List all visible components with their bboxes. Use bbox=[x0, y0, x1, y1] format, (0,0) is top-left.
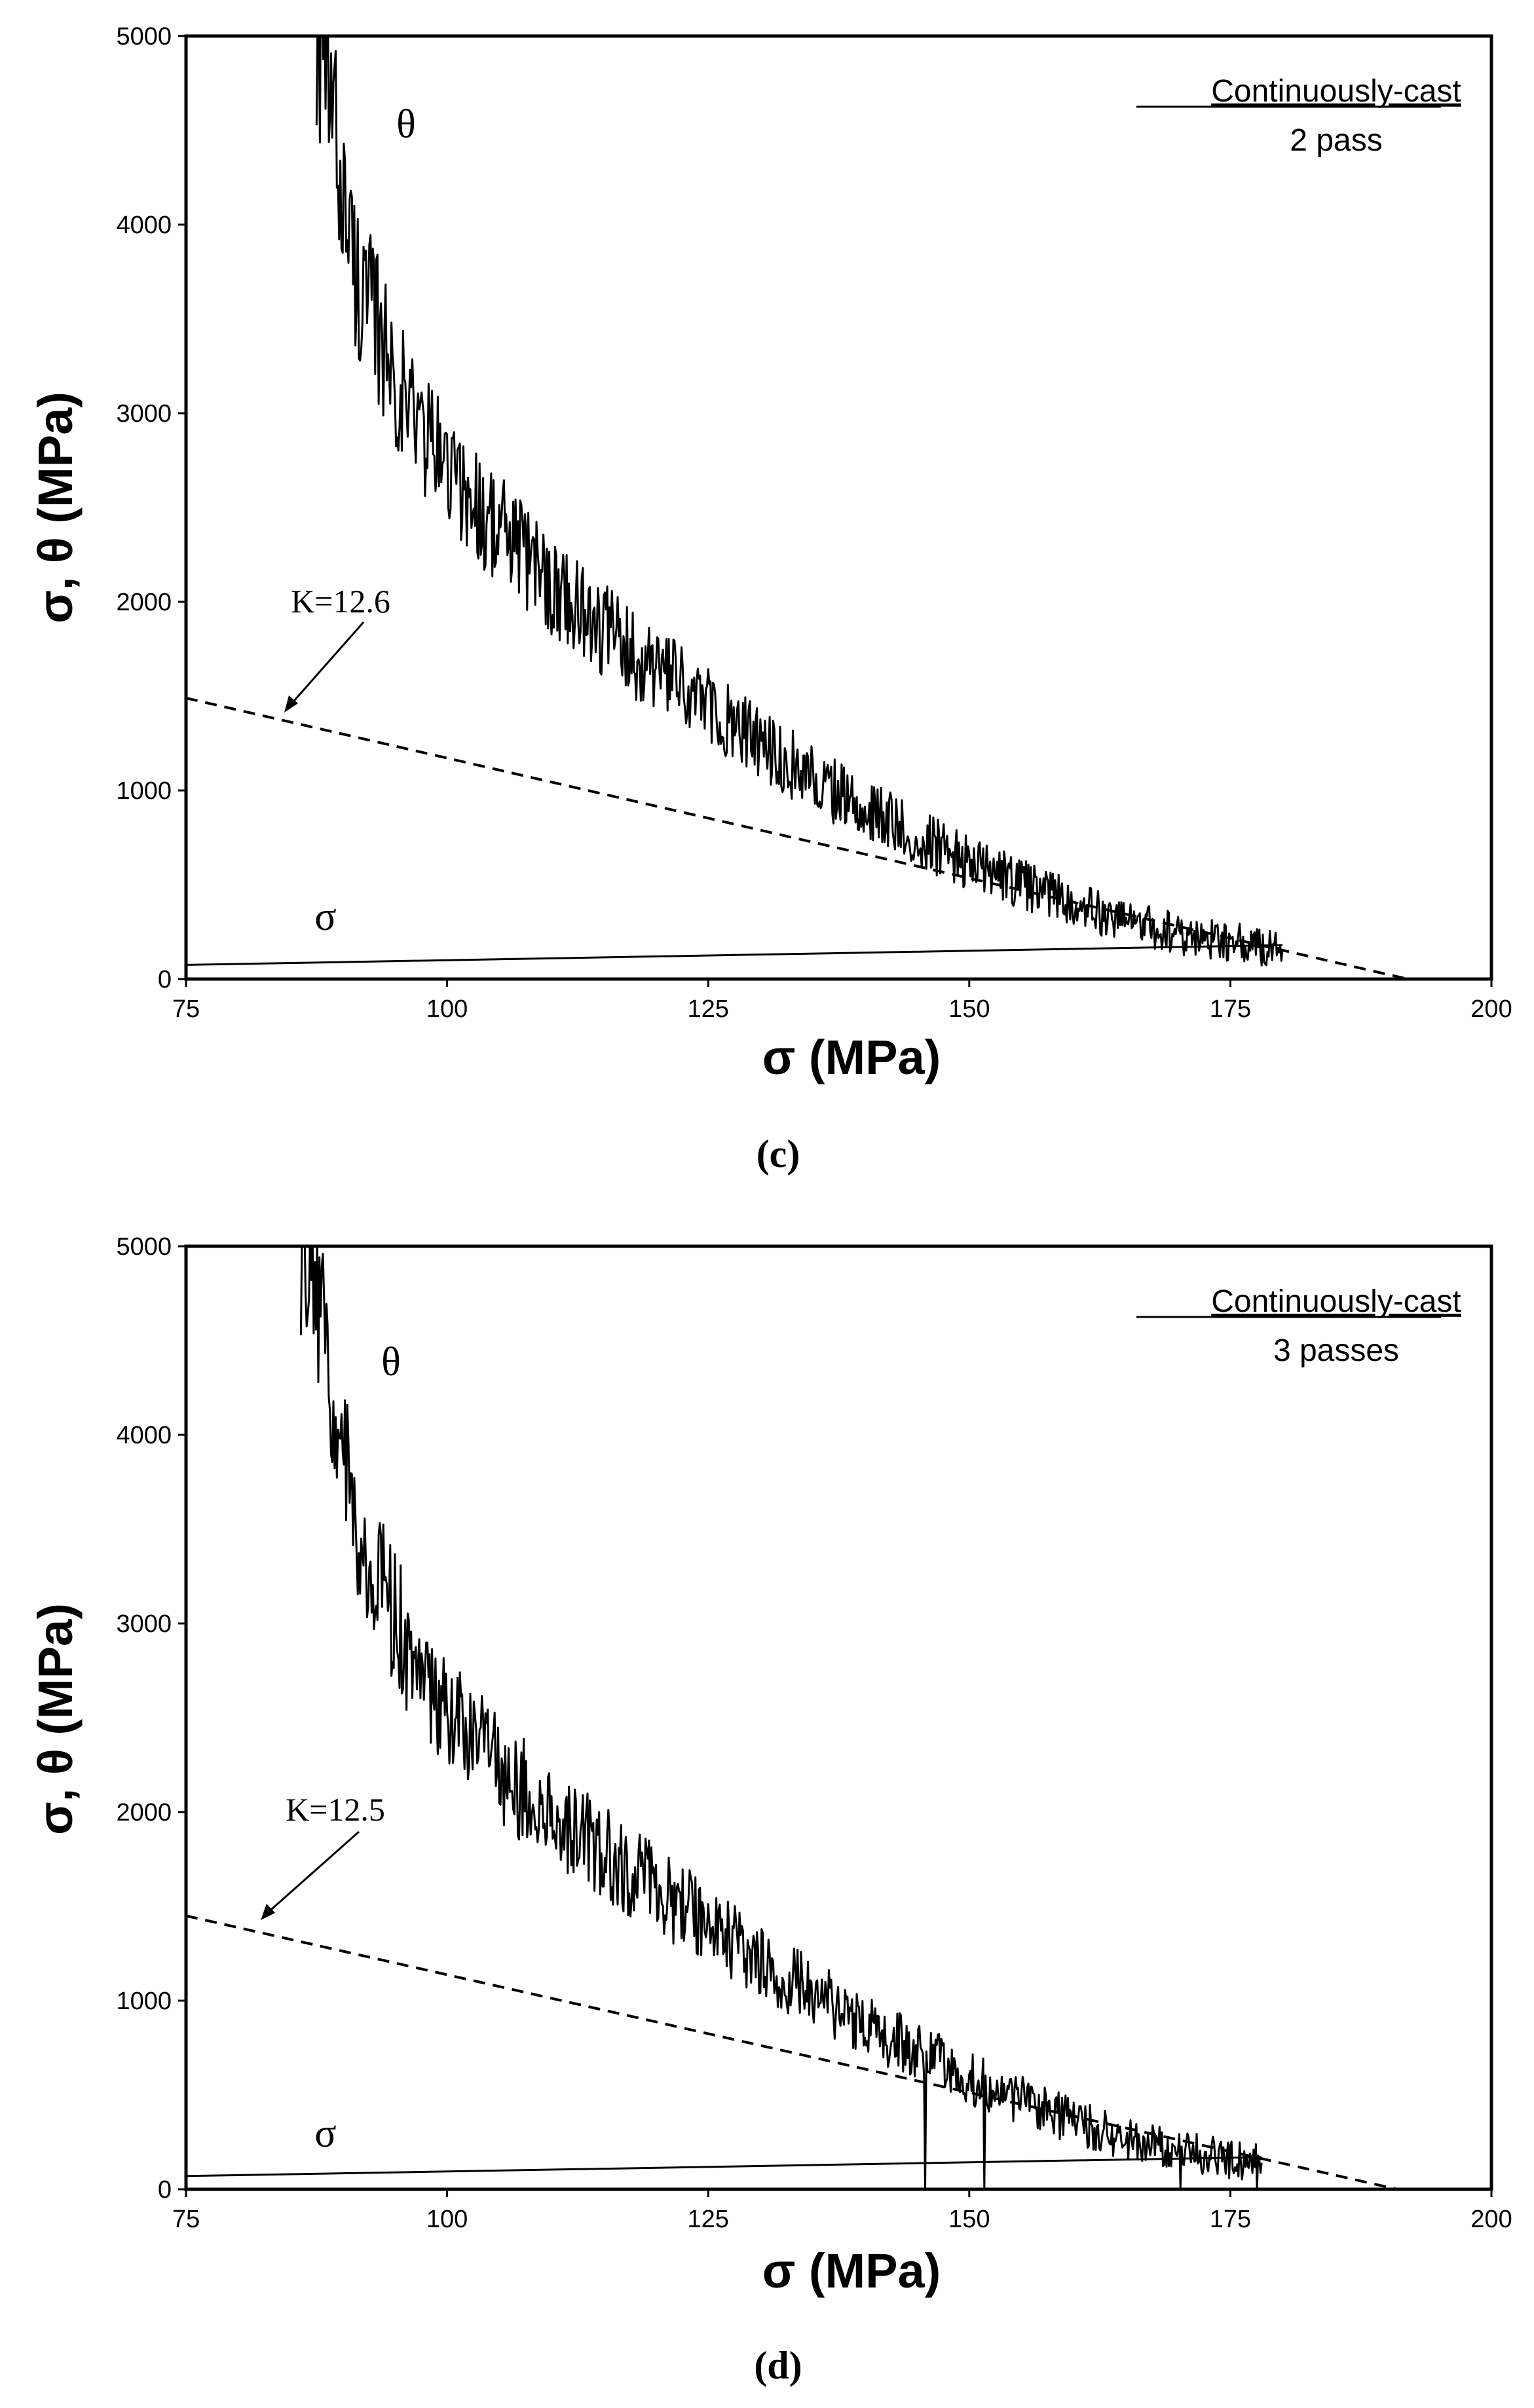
condition-subtitle: 3 passes bbox=[1273, 1333, 1399, 1368]
caption-c: (c) bbox=[757, 1132, 800, 1176]
x-tick-label: 100 bbox=[426, 995, 468, 1023]
x-axis-title: σ (MPa) bbox=[762, 2244, 941, 2298]
y-tick-label: 3000 bbox=[116, 1610, 172, 1638]
y-axis-title: σ, θ (MPa) bbox=[28, 1603, 83, 1835]
sigma-series-line bbox=[186, 944, 1283, 966]
k-fit-label: K=12.5 bbox=[286, 1791, 385, 1828]
x-tick-label: 150 bbox=[948, 995, 990, 1023]
k-fit-arrowhead bbox=[261, 1904, 275, 1920]
x-tick-label: 125 bbox=[687, 995, 728, 1023]
sigma-label: σ bbox=[314, 895, 336, 939]
x-tick-label: 150 bbox=[948, 2206, 990, 2233]
x-tick-label: 100 bbox=[426, 2206, 468, 2233]
x-tick-label: 200 bbox=[1470, 2206, 1512, 2233]
caption-d: (d) bbox=[754, 2344, 802, 2387]
sigma-series-line bbox=[186, 2156, 1262, 2177]
x-tick-label: 75 bbox=[172, 2206, 200, 2233]
theta-label: θ bbox=[396, 102, 416, 147]
plot-frame bbox=[184, 34, 1493, 981]
y-tick-label: 2000 bbox=[116, 1799, 172, 1826]
x-axis-title: σ (MPa) bbox=[762, 1030, 941, 1084]
condition-title: Continuously-cast bbox=[1211, 1284, 1461, 1319]
caption-text: (d) bbox=[754, 2344, 802, 2387]
y-tick-label: 0 bbox=[158, 2176, 172, 2204]
y-tick-label: 4000 bbox=[116, 1422, 172, 1449]
theta-series-line bbox=[299, 1246, 1263, 2189]
x-tick-label: 175 bbox=[1210, 995, 1251, 1023]
sigma-label: σ bbox=[314, 2111, 336, 2156]
y-axis-title: σ, θ (MPa) bbox=[28, 392, 83, 623]
k-fit-label: K=12.6 bbox=[291, 583, 390, 620]
k-fit-series-line bbox=[186, 696, 1408, 979]
y-tick-label: 5000 bbox=[116, 1233, 172, 1261]
y-tick-label: 5000 bbox=[116, 23, 172, 50]
k-fit-series-line bbox=[186, 1914, 1398, 2189]
k-fit-arrow bbox=[288, 621, 365, 707]
y-tick-label: 0 bbox=[158, 966, 172, 993]
plot-frame bbox=[184, 1244, 1493, 2191]
y-tick-label: 1000 bbox=[116, 1988, 172, 2015]
condition-title: Continuously-cast bbox=[1211, 74, 1461, 109]
x-tick-label: 175 bbox=[1210, 2206, 1251, 2233]
theta-series-line bbox=[315, 36, 1284, 967]
k-fit-arrow bbox=[265, 1830, 360, 1916]
k-fit-arrowhead bbox=[284, 695, 298, 713]
condition-subtitle: 2 pass bbox=[1290, 123, 1382, 158]
theta-label: θ bbox=[381, 1340, 401, 1384]
y-tick-label: 1000 bbox=[116, 777, 172, 805]
y-tick-label: 3000 bbox=[116, 400, 172, 428]
caption-text: (c) bbox=[757, 1132, 800, 1176]
y-tick-label: 2000 bbox=[116, 589, 172, 616]
x-tick-label: 200 bbox=[1470, 995, 1512, 1023]
y-tick-label: 4000 bbox=[116, 212, 172, 239]
x-tick-label: 125 bbox=[687, 2206, 728, 2233]
x-tick-label: 75 bbox=[172, 995, 200, 1023]
